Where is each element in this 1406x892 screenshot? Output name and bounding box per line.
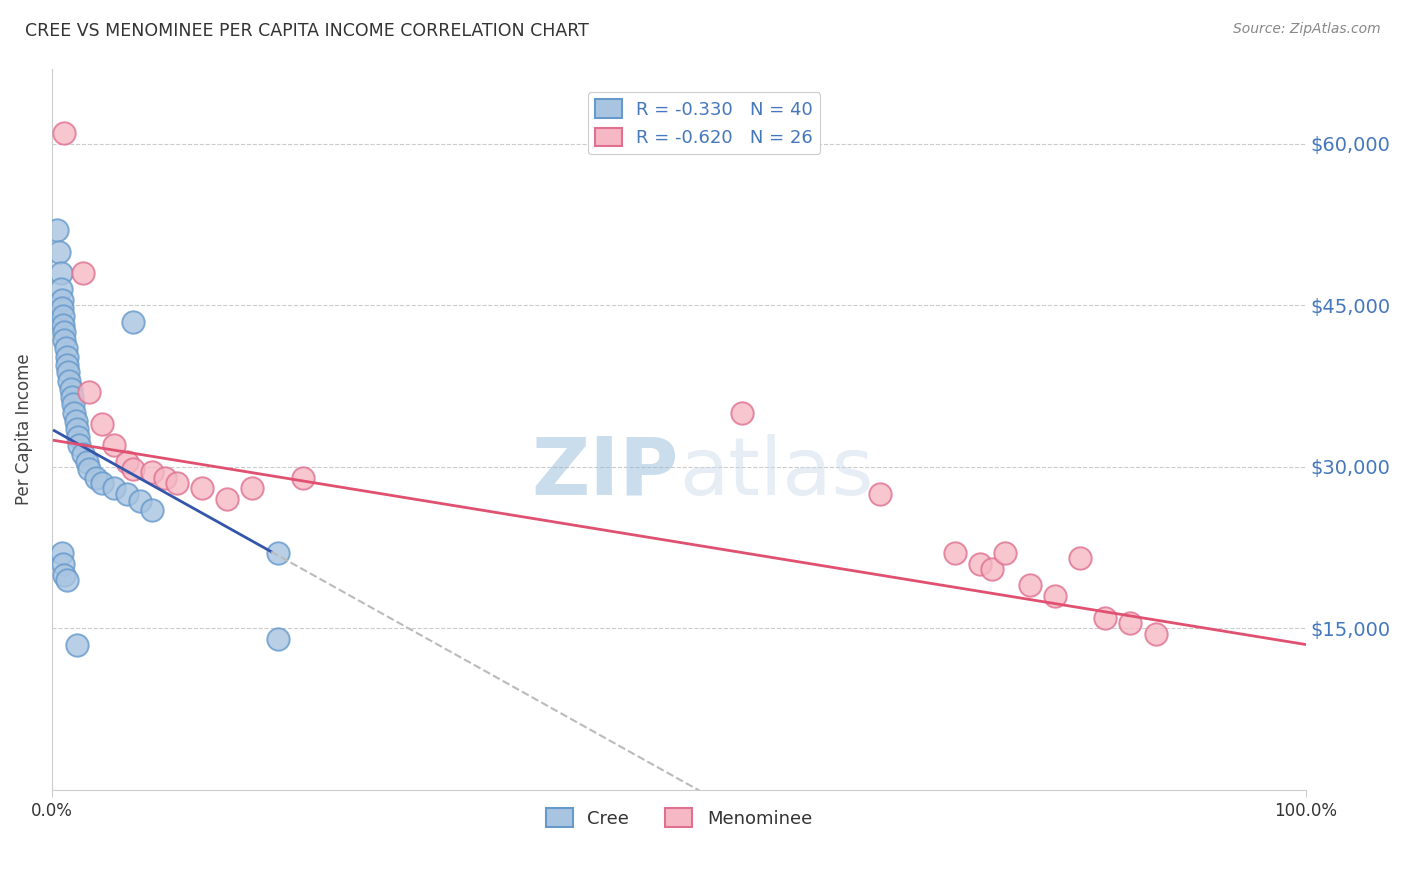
Legend: Cree, Menominee: Cree, Menominee — [538, 801, 820, 835]
Point — [58, 374, 80, 388]
Point — [48, 244, 70, 259]
Text: ZIP: ZIP — [531, 434, 679, 511]
Point — [53, 567, 76, 582]
Point — [90, 417, 112, 431]
Point — [45, 223, 67, 237]
Point — [943, 546, 966, 560]
Point — [90, 476, 112, 491]
Point — [63, 406, 86, 420]
Point — [72, 447, 94, 461]
Point — [53, 126, 76, 140]
Point — [869, 487, 891, 501]
Point — [115, 487, 138, 501]
Point — [67, 430, 90, 444]
Point — [52, 557, 75, 571]
Y-axis label: Per Capita Income: Per Capita Income — [15, 353, 32, 505]
Point — [122, 314, 145, 328]
Text: CREE VS MENOMINEE PER CAPITA INCOME CORRELATION CHART: CREE VS MENOMINEE PER CAPITA INCOME CORR… — [25, 22, 589, 40]
Point — [79, 462, 101, 476]
Point — [242, 482, 264, 496]
Point — [191, 482, 214, 496]
Point — [291, 471, 314, 485]
Point — [79, 384, 101, 399]
Point — [60, 390, 83, 404]
Point — [128, 494, 150, 508]
Point — [122, 462, 145, 476]
Point — [141, 503, 163, 517]
Point — [217, 492, 239, 507]
Point — [56, 365, 79, 379]
Point — [1094, 610, 1116, 624]
Point — [981, 562, 1004, 576]
Point — [115, 454, 138, 468]
Text: Source: ZipAtlas.com: Source: ZipAtlas.com — [1233, 22, 1381, 37]
Point — [56, 350, 79, 364]
Point — [153, 471, 176, 485]
Point — [730, 406, 752, 420]
Point — [56, 358, 79, 372]
Point — [53, 326, 76, 340]
Point — [1043, 589, 1066, 603]
Point — [266, 546, 288, 560]
Point — [62, 397, 84, 411]
Point — [49, 282, 72, 296]
Point — [52, 309, 75, 323]
Point — [969, 557, 991, 571]
Point — [84, 471, 107, 485]
Point — [141, 465, 163, 479]
Point — [1119, 615, 1142, 630]
Point — [1144, 627, 1167, 641]
Point — [51, 546, 73, 560]
Point — [103, 482, 125, 496]
Point — [72, 266, 94, 280]
Point — [67, 438, 90, 452]
Point — [994, 546, 1017, 560]
Point — [76, 454, 98, 468]
Point — [65, 414, 87, 428]
Point — [59, 383, 82, 397]
Point — [166, 476, 188, 491]
Point — [56, 573, 79, 587]
Point — [52, 318, 75, 332]
Point — [103, 438, 125, 452]
Point — [51, 293, 73, 307]
Text: atlas: atlas — [679, 434, 873, 511]
Point — [51, 301, 73, 315]
Point — [66, 638, 89, 652]
Point — [55, 342, 77, 356]
Point — [1019, 578, 1042, 592]
Point — [266, 632, 288, 647]
Point — [53, 333, 76, 347]
Point — [49, 266, 72, 280]
Point — [66, 422, 89, 436]
Point — [1069, 551, 1091, 566]
